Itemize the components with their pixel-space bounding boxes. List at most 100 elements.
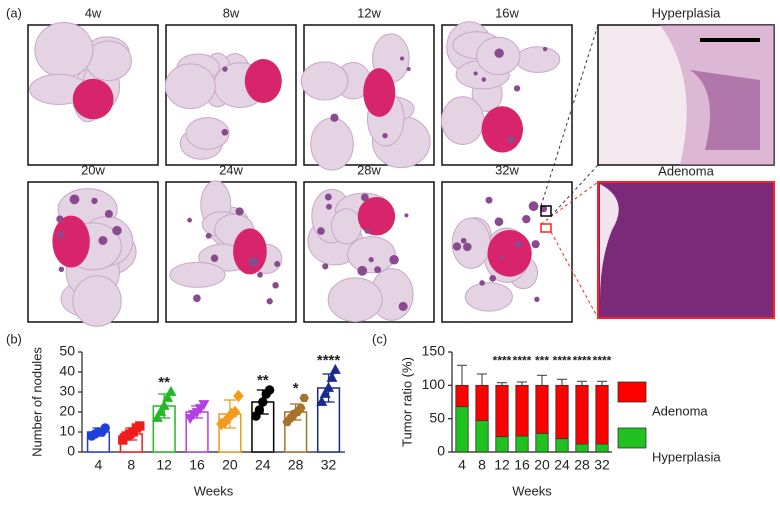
tissue-lobe — [34, 21, 94, 79]
tissue-lobe — [515, 46, 561, 73]
nodule — [221, 128, 229, 136]
image-label: 24w — [219, 162, 243, 177]
x-tick-label: 16 — [189, 457, 205, 473]
nodule — [322, 263, 329, 270]
x-tick-label: 32 — [594, 457, 610, 473]
bar-segment — [475, 420, 489, 453]
significance: **** — [317, 352, 341, 369]
nodule — [368, 256, 374, 263]
y-tick-label: 100 — [422, 376, 446, 392]
data-point — [229, 405, 241, 419]
nodule — [104, 209, 113, 218]
nodule — [222, 66, 228, 72]
bar-segment — [555, 438, 569, 453]
tissue-lobe — [310, 117, 354, 171]
nodule — [494, 48, 504, 58]
bar-segment — [495, 436, 509, 453]
data-point — [165, 385, 177, 396]
nodule — [494, 217, 504, 227]
nodule — [481, 77, 487, 82]
x-tick-label: 24 — [554, 457, 570, 473]
tissue-heart — [363, 68, 396, 117]
bar-segment — [575, 384, 589, 445]
nodule — [534, 296, 540, 303]
nodule — [404, 213, 409, 218]
data-point — [323, 381, 335, 392]
nodule — [513, 85, 521, 92]
significance: *** — [535, 354, 549, 368]
tissue-heart — [481, 106, 524, 153]
zoom-box — [540, 223, 552, 233]
nodule — [187, 217, 193, 223]
image-label: 4w — [85, 5, 102, 20]
data-point — [100, 423, 110, 433]
nodule — [489, 274, 497, 282]
bar-segment — [595, 384, 609, 445]
connector — [550, 231, 599, 319]
nodule — [479, 280, 485, 286]
x-tick-label: 32 — [321, 457, 337, 473]
nodule — [507, 136, 515, 144]
y-tick-label: 50 — [59, 343, 75, 359]
nodule — [460, 237, 467, 244]
bar-segment — [595, 443, 609, 453]
bar-segment — [555, 384, 569, 440]
significance: **** — [553, 354, 572, 368]
data-point — [326, 371, 338, 382]
data-point — [299, 393, 309, 403]
x-axis-title: Weeks — [194, 483, 234, 498]
nodule — [452, 242, 462, 251]
nodule — [522, 214, 531, 224]
data-point — [329, 363, 341, 374]
nodule — [399, 56, 405, 61]
data-point — [158, 399, 170, 410]
histology-images: 4w 8w 12w 16w 20w 24w 28w 32w — [27, 5, 573, 327]
connector — [540, 24, 599, 207]
image-label: 28w — [357, 162, 381, 177]
tissue-lobe — [441, 96, 485, 145]
data-point — [151, 411, 163, 422]
panel-label: (b) — [6, 331, 22, 346]
data-point — [233, 389, 244, 403]
y-axis-title: Number of nodules — [29, 347, 44, 457]
legend-label: Hyperplasia — [652, 449, 721, 464]
zoom-panels: Hyperplasia Adenoma — [540, 5, 775, 319]
significance: * — [293, 380, 299, 397]
tissue-lobe — [169, 261, 226, 288]
panel-label: (a) — [6, 5, 22, 20]
y-tick-label: 150 — [422, 343, 446, 359]
nodule — [473, 71, 478, 76]
nodule — [389, 254, 399, 265]
bar-segment — [515, 435, 529, 453]
nodule — [235, 207, 244, 216]
nodule — [257, 272, 263, 278]
data-point — [258, 397, 268, 407]
nodule — [69, 194, 80, 205]
panel-label: (c) — [372, 331, 387, 346]
nodule — [193, 294, 201, 303]
nodule — [56, 215, 64, 223]
data-point — [162, 391, 174, 402]
nodule — [360, 193, 369, 202]
tissue — [690, 70, 760, 150]
tissue-heart — [357, 196, 396, 236]
tissue-heart — [233, 228, 267, 275]
bar-segment — [535, 432, 549, 453]
nodule — [324, 193, 332, 201]
bar-segment — [535, 384, 549, 434]
bar-segment — [495, 384, 509, 438]
x-axis-title: Weeks — [512, 483, 552, 498]
nodule — [57, 231, 65, 239]
nodule — [463, 242, 472, 252]
image-label: 8w — [223, 5, 240, 20]
nodule — [398, 301, 408, 311]
image-label: 32w — [495, 162, 519, 177]
y-tick-label: 30 — [59, 383, 75, 399]
nodule — [515, 241, 522, 248]
tissue-lobe — [327, 277, 383, 323]
nodule — [364, 228, 371, 234]
bar-segment — [455, 406, 469, 453]
image-label: 16w — [495, 5, 519, 20]
tissue-lobe — [300, 61, 349, 101]
